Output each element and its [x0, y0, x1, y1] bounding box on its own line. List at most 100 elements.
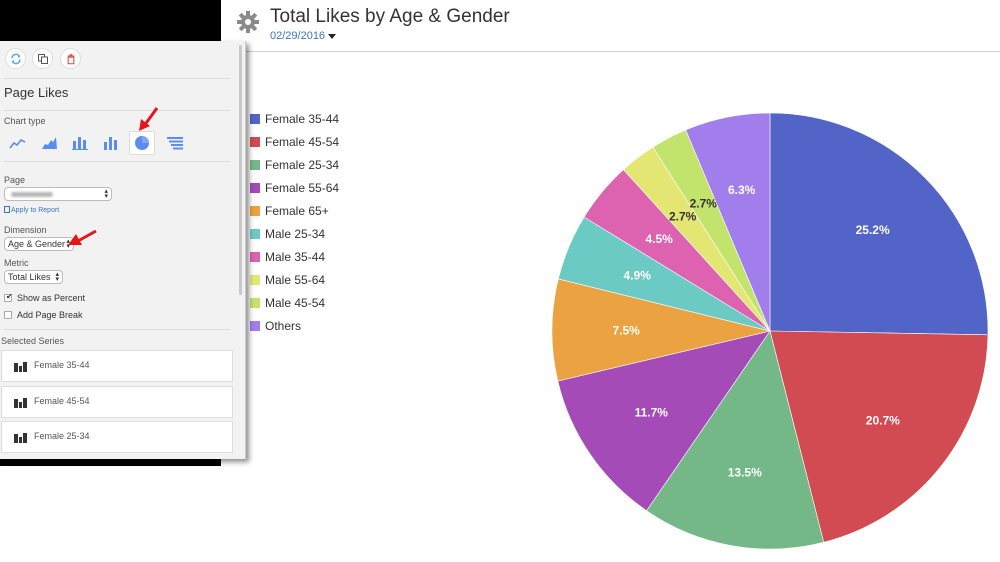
series-name: Female 45-54	[34, 396, 90, 406]
legend-label: Female 65+	[265, 204, 329, 218]
chart-settings-panel: Page Likes Chart type Page ▴ ▾ Apply to R…	[0, 41, 246, 459]
pie-slice[interactable]	[769, 112, 989, 336]
refresh-icon	[10, 53, 21, 64]
date-dropdown[interactable]: 02/29/2016	[270, 30, 337, 42]
legend-swatch	[250, 229, 260, 239]
legend-label: Male 45-54	[265, 296, 326, 310]
pie-slice[interactable]	[557, 216, 771, 332]
caret-down-icon	[328, 33, 337, 39]
pie-slice-label: 2.7%	[690, 197, 718, 211]
checkmark-icon: ✔	[6, 292, 13, 301]
funnel-chart-icon	[167, 137, 183, 150]
bar-series-icon	[14, 362, 27, 372]
pie-slice[interactable]	[557, 330, 771, 512]
legend-label: Female 35-44	[265, 112, 340, 126]
pie-slice-label: 11.7%	[635, 405, 669, 419]
series-item[interactable]: Female 35-44	[1, 350, 233, 382]
select-arrows-icon: ▴ ▾	[66, 238, 70, 250]
series-name: Female 35-44	[34, 360, 90, 370]
apply-to-report-link[interactable]: Apply to Report	[4, 206, 59, 214]
pie-slice-label: 7.5%	[612, 323, 640, 337]
metric-value: Total Likes	[8, 272, 51, 282]
bar-series-icon	[14, 433, 27, 443]
duplicate-button[interactable]	[32, 48, 53, 69]
panel-scrollbar[interactable]	[239, 45, 242, 295]
chart-type-area[interactable]	[37, 131, 63, 155]
divider	[4, 329, 230, 330]
select-arrows-icon: ▴ ▾	[104, 188, 108, 200]
bar-series-icon	[14, 398, 27, 408]
dimension-value: Age & Gender	[8, 239, 66, 249]
dimension-select[interactable]: Age & Gender ▴ ▾	[4, 237, 74, 251]
stacked-bar-icon	[72, 137, 88, 150]
chart-title: Total Likes by Age & Gender	[270, 6, 510, 27]
dimension-label: Dimension	[4, 225, 47, 235]
chart-type-line[interactable]	[5, 131, 31, 155]
pie-slice-label: 2.7%	[669, 210, 697, 224]
refresh-button[interactable]	[5, 48, 26, 69]
metric-label: Metric	[4, 258, 29, 268]
divider	[4, 78, 230, 79]
pie-slice[interactable]	[583, 169, 771, 332]
chart-type-pie[interactable]	[129, 131, 155, 155]
pie-slice[interactable]	[623, 146, 771, 332]
red-arrow-annotation	[139, 107, 159, 131]
document-icon	[4, 206, 10, 213]
page-break-label: Add Page Break	[17, 310, 83, 320]
chart-type-bar[interactable]	[98, 131, 124, 155]
legend-label: Male 35-44	[265, 250, 326, 264]
pie-chart-icon	[135, 136, 149, 150]
chart-type-stacked-bar[interactable]	[67, 131, 93, 155]
pie-slice-label: 4.9%	[624, 269, 652, 283]
legend-swatch	[250, 206, 260, 216]
delete-button[interactable]	[60, 48, 81, 69]
legend-swatch	[250, 298, 260, 308]
area-chart-icon	[42, 137, 57, 149]
page-select[interactable]: ▴ ▾	[4, 187, 112, 201]
metric-select[interactable]: Total Likes ▴ ▾	[4, 270, 63, 284]
series-item[interactable]: Female 25-34	[1, 421, 233, 453]
legend-label: Male 55-64	[265, 273, 326, 287]
selected-series-label: Selected Series	[1, 336, 65, 346]
series-name: Female 25-34	[34, 431, 90, 441]
pie-slice-label: 13.5%	[728, 466, 762, 480]
legend-swatch	[250, 137, 260, 147]
legend-label: Male 25-34	[265, 227, 326, 241]
series-item[interactable]: Female 45-54	[1, 386, 233, 418]
pie-slice-label: 25.2%	[856, 223, 890, 237]
divider	[4, 161, 230, 162]
divider	[246, 51, 1000, 52]
line-chart-icon	[9, 138, 26, 149]
pie-slice-label: 4.5%	[646, 232, 674, 246]
pie-slice-label: 20.7%	[866, 413, 900, 427]
legend-swatch	[250, 114, 260, 124]
pie-slice[interactable]	[646, 330, 825, 550]
select-arrows-icon: ▴ ▾	[55, 271, 59, 283]
pie-slice[interactable]	[685, 112, 771, 332]
legend-label: Others	[265, 319, 302, 333]
chart-type-funnel[interactable]	[162, 131, 188, 155]
legend-swatch	[250, 252, 260, 262]
page-label: Page	[4, 175, 26, 185]
page-value-redacted	[11, 192, 53, 197]
gear-icon[interactable]	[236, 10, 260, 34]
pie-slice[interactable]	[769, 330, 989, 543]
legend-swatch	[250, 183, 260, 193]
bar-chart-icon	[104, 137, 117, 150]
pie-slice-label: 6.3%	[728, 183, 756, 197]
show-percent-checkbox[interactable]: ✔	[4, 292, 13, 302]
pie-slice[interactable]	[652, 129, 771, 332]
legend-label: Female 45-54	[265, 135, 340, 149]
legend-swatch	[250, 321, 260, 331]
pie-slice[interactable]	[551, 278, 771, 382]
page-break-checkbox[interactable]	[4, 311, 12, 319]
legend-swatch	[250, 275, 260, 285]
divider	[4, 110, 230, 111]
background-black-region	[0, 0, 221, 41]
show-percent-label: Show as Percent	[17, 293, 86, 303]
trash-icon	[67, 53, 74, 64]
panel-title: Page Likes	[4, 85, 69, 100]
legend-label: Female 25-34	[265, 158, 340, 172]
apply-label: Apply to Report	[11, 207, 60, 214]
red-arrow-annotation	[68, 229, 97, 245]
